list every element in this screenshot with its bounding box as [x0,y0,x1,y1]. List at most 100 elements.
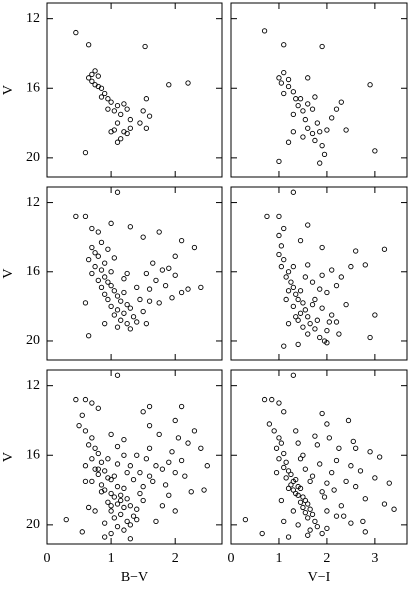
data-point [305,75,311,81]
data-point [281,518,287,525]
data-point [362,529,368,535]
data-point [300,108,306,114]
data-point [312,518,318,525]
data-point [121,101,127,107]
y-tick-label: 16 [26,80,40,95]
data-point [295,440,301,446]
data-point [377,454,383,460]
data-point [300,504,306,511]
data-point [338,274,344,280]
data-point [108,282,114,289]
data-point [121,289,127,296]
y-tick-label: 20 [26,150,40,165]
data-point [114,483,121,490]
data-point [114,501,121,507]
data-point [146,113,153,119]
y-tick-label: 16 [26,447,40,462]
data-point [121,527,127,533]
data-point [307,527,313,533]
data-point [324,525,330,531]
data-point [95,471,101,478]
data-point [300,494,306,500]
data-point [114,523,121,530]
data-point [105,296,111,303]
data-point [281,42,287,48]
y-tick-label: 20 [26,333,40,348]
data-point [288,482,294,488]
data-point [290,129,296,135]
data-point [336,331,342,337]
data-point [319,410,325,417]
data-point [73,29,79,36]
data-point [121,276,127,282]
data-point [333,106,340,112]
data-point [146,403,153,410]
data-point [281,464,287,471]
panel-frame [230,369,408,545]
data-point [89,270,95,277]
data-point [367,82,373,88]
data-point [281,225,287,232]
data-point [95,450,101,457]
data-point [108,269,114,275]
data-point [86,333,92,339]
data-point [319,489,325,495]
data-point [276,213,282,220]
data-point [134,452,140,458]
x-axis-label: B−V [121,570,148,585]
data-point [127,116,133,123]
data-point [336,445,342,451]
data-point [295,296,301,303]
data-point [134,506,140,512]
data-point [156,431,162,438]
data-point [89,435,95,441]
data-point [319,143,325,149]
data-point [95,229,101,235]
data-point [333,282,340,289]
data-point [309,279,316,285]
data-point [314,442,320,448]
data-point [127,536,133,542]
data-point [175,435,182,441]
data-point [297,237,304,244]
data-point [162,282,169,289]
data-point [108,530,114,537]
data-point [312,94,318,100]
data-point [134,284,140,290]
data-point [309,130,316,137]
y-tick-label: 12 [26,378,40,393]
data-point [283,296,289,303]
data-point [343,127,349,133]
data-point [89,225,95,232]
data-point [331,487,337,493]
data-point [314,523,320,530]
data-point [137,120,143,126]
data-point [329,312,335,318]
data-point [82,300,89,306]
data-point [329,267,335,273]
data-point [140,234,146,240]
data-point [127,305,133,311]
data-point [326,319,332,325]
data-point [124,321,130,327]
data-point [367,449,373,455]
data-point [124,270,130,277]
data-point [118,497,124,504]
data-point [114,372,121,378]
data-point [285,534,292,540]
data-point [92,250,98,256]
data-point [92,68,98,74]
data-point [319,272,325,278]
data-point [118,511,124,518]
data-point [143,270,150,277]
data-point [290,487,296,493]
data-point [86,257,92,263]
data-point [82,478,89,485]
data-point [95,405,101,411]
data-point [305,262,311,268]
data-point [261,396,268,403]
data-point [285,485,292,491]
data-point [307,478,313,485]
y-axis-label: V [1,268,16,278]
